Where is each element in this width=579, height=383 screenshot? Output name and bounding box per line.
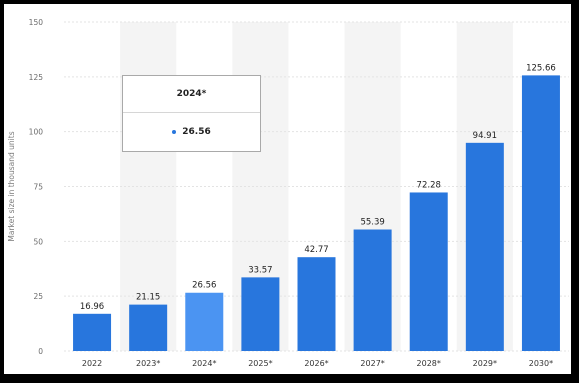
- tooltip-row: 26.56: [123, 113, 260, 151]
- bar: [521, 75, 560, 351]
- bar: [297, 257, 336, 351]
- tooltip-title: 2024*: [123, 76, 260, 113]
- y-axis-title: Market size in thousand units: [7, 131, 16, 241]
- y-tick-label: 25: [33, 292, 43, 301]
- bar: [353, 229, 392, 351]
- value-label: 94.91: [473, 131, 497, 141]
- tooltip-value: 26.56: [182, 127, 211, 137]
- y-tick-label: 100: [29, 128, 44, 137]
- value-label: 55.39: [360, 218, 384, 228]
- value-label: 16.96: [80, 302, 104, 312]
- x-tick-label: 2027*: [360, 359, 384, 368]
- y-tick-label: 75: [33, 183, 43, 192]
- bar-chart: 0 25 50 75 100 125 150 16.96 21.15 26.56 33.57 42.…: [7, 18, 569, 368]
- x-tick-label: 2024*: [192, 359, 216, 368]
- y-tick-label: 0: [38, 347, 43, 356]
- value-label: 21.15: [136, 293, 160, 303]
- bar: [409, 192, 448, 351]
- y-tick-label: 50: [33, 237, 43, 246]
- value-label: 33.57: [248, 265, 272, 275]
- bar: [465, 142, 504, 351]
- x-axis-labels: 2022 2023* 2024* 2025* 2026* 2027* 2028* 2029* 2…: [82, 359, 553, 368]
- value-label: 72.28: [417, 180, 441, 190]
- series-dot-icon: [172, 130, 177, 134]
- x-tick-label: 2025*: [248, 359, 272, 368]
- value-label: 125.66: [526, 63, 556, 73]
- y-axis-ticks: 0 25 50 75 100 125 150: [29, 18, 44, 356]
- bar: [129, 304, 168, 351]
- y-tick-label: 150: [29, 18, 44, 27]
- x-tick-label: 2030*: [529, 359, 553, 368]
- chart-panel: 0 25 50 75 100 125 150 16.96 21.15 26.56 33.57 42.…: [4, 4, 571, 374]
- x-tick-label: 2029*: [473, 359, 497, 368]
- bar: [185, 292, 224, 351]
- bar: [73, 313, 112, 351]
- y-tick-label: 125: [29, 73, 44, 82]
- value-label: 26.56: [192, 281, 216, 291]
- tooltip: 2024* 26.56: [122, 75, 261, 152]
- bar: [241, 277, 280, 351]
- x-tick-label: 2022: [82, 359, 102, 368]
- x-tick-label: 2023*: [136, 359, 160, 368]
- bars: [73, 75, 560, 351]
- value-labels: 16.96 21.15 26.56 33.57 42.77 55.39 72.28 94.91…: [80, 63, 556, 311]
- x-tick-label: 2028*: [417, 359, 441, 368]
- x-tick-label: 2026*: [304, 359, 328, 368]
- value-label: 42.77: [304, 245, 328, 255]
